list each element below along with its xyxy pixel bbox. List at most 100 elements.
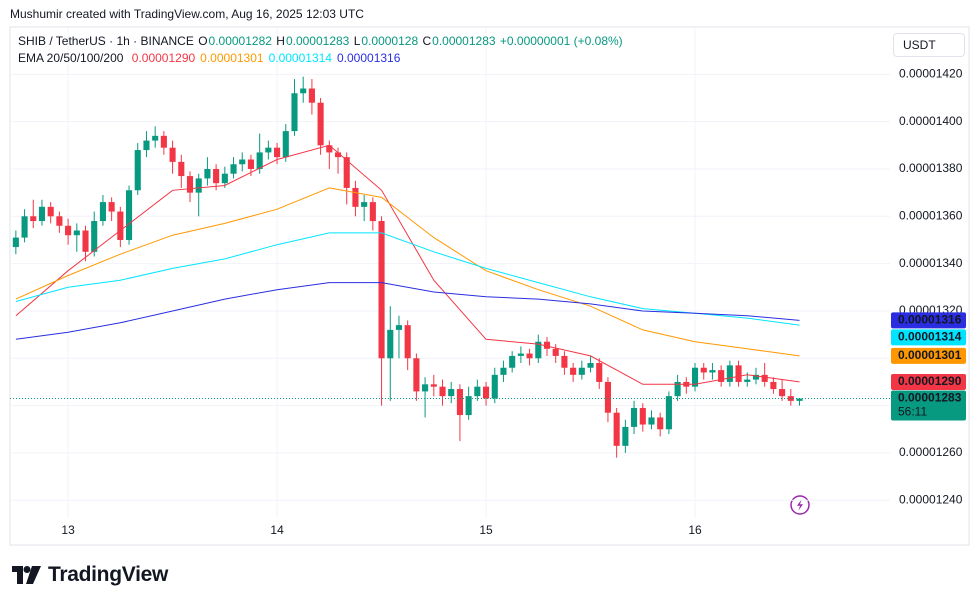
price-badge [891,312,966,329]
ema-line [15,144,800,385]
ema-value: 0.00001301 [200,51,264,65]
candle-body [186,176,194,193]
candle-body [195,178,202,193]
y-tick-label: 0.00001380 [899,161,963,175]
candle-body [796,398,803,401]
candle-body [300,88,307,94]
candle-body [657,417,664,430]
ema-label: EMA 20/50/100/200 [18,51,124,65]
candle-body [709,370,716,373]
candle-body [561,355,568,368]
ema-legend: EMA 20/50/100/200 0.00001290 0.00001301 0.… [18,51,401,65]
open-value: 0.00001282 [208,34,272,48]
candle-body [752,374,760,380]
candle-body [718,370,725,382]
last-price-badge [891,390,966,421]
attribution: Mushumir created with TradingView.com, A… [10,7,364,21]
candle-body [160,135,167,148]
price-badge-label: 0.00001301 [898,348,962,362]
candle-body [648,417,655,425]
candle-body [369,202,376,222]
candles [12,76,803,458]
candle-body [204,168,211,179]
alert-icon[interactable] [790,495,810,515]
candle-body [91,221,98,252]
candle-body [21,216,28,238]
candle-body [378,221,385,359]
candle-body [169,147,176,162]
candle-body [308,88,315,103]
y-tick-label: 0.00001400 [899,114,963,128]
high-value: 0.00001283 [285,34,350,48]
candle-body [256,152,263,169]
candle-body [108,202,115,212]
candle-body [613,412,620,446]
y-tick-label: 0.00001240 [899,492,963,506]
candle-body [439,386,446,397]
currency-button[interactable]: USDT [893,33,965,57]
price-badge [891,329,966,346]
x-tick-label: 13 [61,523,75,537]
candle-body [326,145,333,153]
candle-body [143,140,150,151]
candle-body [726,365,733,382]
ema-value: 0.00001316 [336,51,401,65]
candle-body [491,374,498,399]
candle-body [117,211,124,240]
candle-body [395,325,403,330]
close-value: 0.00001283 [432,34,496,48]
candle-body [465,396,472,416]
candle-body [30,216,37,222]
ema-line [15,282,800,340]
logo-mark [12,566,41,584]
candle-body [639,407,646,425]
candle-body [282,131,289,158]
candle-body [334,152,342,158]
ema-value: 0.00001290 [131,51,196,65]
candle-body [12,237,19,248]
y-tick-label: 0.00001340 [899,256,963,270]
candle-body [691,367,699,387]
low-value: 0.0000128 [361,34,419,48]
candle-body [404,325,411,359]
y-tick-label: 0.00001420 [899,66,963,80]
candle-body [587,363,594,368]
candle-body [500,367,507,375]
candle-body [387,329,394,359]
candle-body [352,187,359,207]
price-badge-label: 0.00001314 [898,330,962,344]
candle-body [213,168,220,184]
candle-body [631,407,638,427]
close-letter: C [422,34,432,48]
candle-body [735,365,742,382]
candle-body [38,206,46,222]
grid [10,27,890,518]
open-letter: O [198,34,208,48]
candle-body [73,230,80,236]
candle-body [178,161,185,177]
price-badge [891,347,966,364]
candle-body [82,230,89,252]
candle-body [65,225,72,236]
y-tick-label: 0.00001260 [899,445,963,459]
change: +0.00000001 (+0.08%) [499,34,623,48]
candle-body [526,353,533,359]
candle-body [509,355,516,368]
candle-body [604,381,611,413]
candle-body [665,396,672,430]
candle-body [744,379,751,382]
candle-body [56,216,63,226]
candle-body [779,389,786,397]
candle-body [430,384,437,387]
candle-body [570,367,577,375]
symbol: SHIB / TetherUS · 1h · BINANCE [18,34,194,48]
candle-body [622,426,629,446]
candle-body [239,159,246,165]
candle-body [126,190,133,240]
countdown: 56:11 [898,405,927,419]
candle-body [317,102,324,146]
candle-body [265,147,272,153]
candle-body [552,348,559,356]
candle-body [761,374,768,382]
